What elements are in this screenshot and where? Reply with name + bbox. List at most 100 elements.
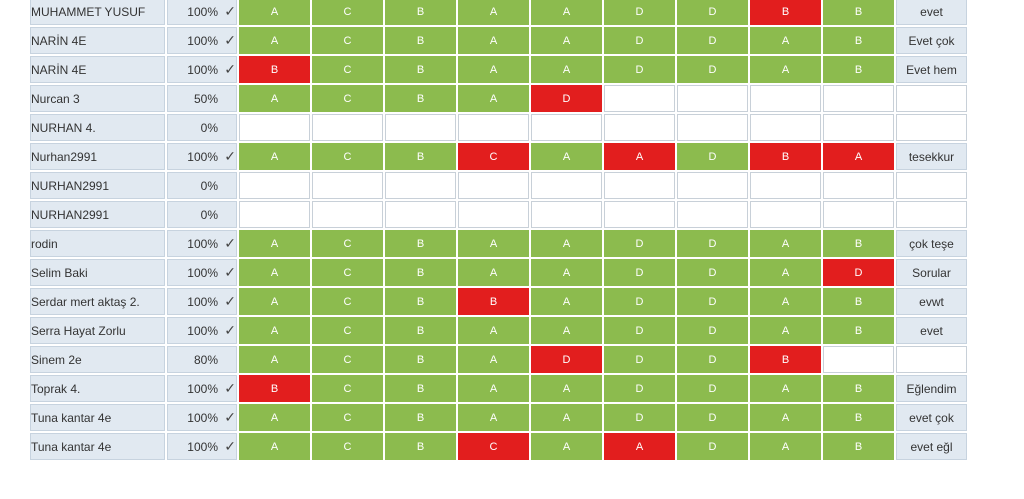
completion-percent: 100% <box>187 237 218 251</box>
answer-cell-correct: A <box>239 433 310 460</box>
answer-cell-empty <box>458 172 529 199</box>
answer-cell-correct: A <box>531 143 602 170</box>
student-name: NURHAN2991 <box>30 201 165 228</box>
feedback-cell <box>896 114 967 141</box>
answer-cell-correct: A <box>750 288 821 315</box>
answer-cell-empty <box>677 85 748 112</box>
completion-percent: 0% <box>200 178 218 193</box>
completion-percent: 100% <box>187 150 218 164</box>
student-name: Selim Baki <box>30 259 165 286</box>
answer-cell-empty <box>312 114 383 141</box>
check-icon: ✓ <box>224 380 236 396</box>
answer-cell-correct: B <box>823 288 894 315</box>
check-icon: ✓ <box>224 322 236 338</box>
answer-cell-correct: A <box>458 0 529 25</box>
table-row: Sinem 2e 80% A C B A D D D B <box>30 346 967 373</box>
completion-percent-cell: 0% <box>167 201 237 228</box>
answer-cell-correct: A <box>239 346 310 373</box>
answer-cell-correct: A <box>531 317 602 344</box>
completion-percent: 80% <box>193 352 218 367</box>
completion-percent: 0% <box>200 207 218 222</box>
answer-cell-empty <box>677 114 748 141</box>
answer-cell-correct: D <box>604 346 675 373</box>
answer-cell-correct: A <box>750 230 821 257</box>
answer-cell-correct: A <box>239 230 310 257</box>
answer-cell-wrong: B <box>239 375 310 402</box>
check-icon: ✓ <box>224 438 236 454</box>
answer-cell-correct: C <box>312 259 383 286</box>
feedback-cell: evet çok <box>896 404 967 431</box>
answer-cell-wrong: B <box>750 0 821 25</box>
answer-cell-empty <box>312 172 383 199</box>
answer-cell-empty <box>385 114 456 141</box>
answer-cell-correct: D <box>677 0 748 25</box>
completion-percent-cell: 0% <box>167 172 237 199</box>
answer-cell-empty <box>604 85 675 112</box>
answer-cell-wrong: B <box>458 288 529 315</box>
check-icon: ✓ <box>224 409 236 425</box>
answer-cell-correct: D <box>604 259 675 286</box>
answer-cell-correct: B <box>385 404 456 431</box>
student-name: Tuna kantar 4e <box>30 404 165 431</box>
answer-cell-empty <box>385 172 456 199</box>
student-name: rodin <box>30 230 165 257</box>
answer-cell-correct: A <box>458 56 529 83</box>
answer-cell-correct: D <box>677 288 748 315</box>
answer-cell-correct: D <box>677 259 748 286</box>
completion-percent: 100% <box>187 382 218 396</box>
completion-percent: 100% <box>187 34 218 48</box>
feedback-cell: evet eğl <box>896 433 967 460</box>
answer-cell-correct: C <box>312 230 383 257</box>
completion-percent-cell: 100% ✓ <box>167 0 237 25</box>
answer-cell-correct: C <box>312 0 383 25</box>
completion-percent: 100% <box>187 266 218 280</box>
student-name: MUHAMMET YUSUF <box>30 0 165 25</box>
feedback-cell <box>896 346 967 373</box>
check-icon: ✓ <box>224 293 236 309</box>
student-name: NARİN 4E <box>30 27 165 54</box>
answer-cell-correct: A <box>458 27 529 54</box>
student-name: Serra Hayat Zorlu <box>30 317 165 344</box>
check-icon: ✓ <box>224 235 236 251</box>
answer-cell-empty <box>823 172 894 199</box>
answer-cell-correct: A <box>750 317 821 344</box>
feedback-cell: Eğlendim <box>896 375 967 402</box>
answer-cell-correct: A <box>458 317 529 344</box>
answer-cell-correct: A <box>239 85 310 112</box>
check-icon: ✓ <box>224 32 236 48</box>
feedback-cell <box>896 85 967 112</box>
answer-cell-correct: A <box>239 259 310 286</box>
answer-cell-correct: B <box>823 56 894 83</box>
answer-cell-correct: A <box>458 404 529 431</box>
completion-percent-cell: 100% ✓ <box>167 259 237 286</box>
completion-percent-cell: 100% ✓ <box>167 230 237 257</box>
answer-cell-correct: A <box>458 85 529 112</box>
answer-cell-correct: A <box>750 56 821 83</box>
answer-cell-correct: D <box>604 27 675 54</box>
answer-cell-correct: A <box>458 230 529 257</box>
answer-cell-empty <box>604 172 675 199</box>
completion-percent-cell: 100% ✓ <box>167 288 237 315</box>
student-name: NURHAN 4. <box>30 114 165 141</box>
answer-cell-correct: D <box>604 0 675 25</box>
answer-cell-wrong: D <box>531 346 602 373</box>
answer-cell-correct: A <box>750 27 821 54</box>
answer-cell-correct: D <box>604 288 675 315</box>
answer-cell-correct: D <box>604 230 675 257</box>
answer-cell-empty <box>604 201 675 228</box>
completion-percent-cell: 50% <box>167 85 237 112</box>
student-name: Sinem 2e <box>30 346 165 373</box>
answer-cell-correct: A <box>750 433 821 460</box>
feedback-cell: tesekkur <box>896 143 967 170</box>
completion-percent: 100% <box>187 5 218 19</box>
answer-cell-correct: A <box>458 375 529 402</box>
answer-cell-empty <box>458 114 529 141</box>
answer-cell-empty <box>677 172 748 199</box>
answer-cell-wrong: D <box>823 259 894 286</box>
answer-cell-empty <box>750 201 821 228</box>
table-row: Toprak 4. 100% ✓ B C B A A D D A B Eğlendim <box>30 375 967 402</box>
answer-cell-empty <box>750 114 821 141</box>
